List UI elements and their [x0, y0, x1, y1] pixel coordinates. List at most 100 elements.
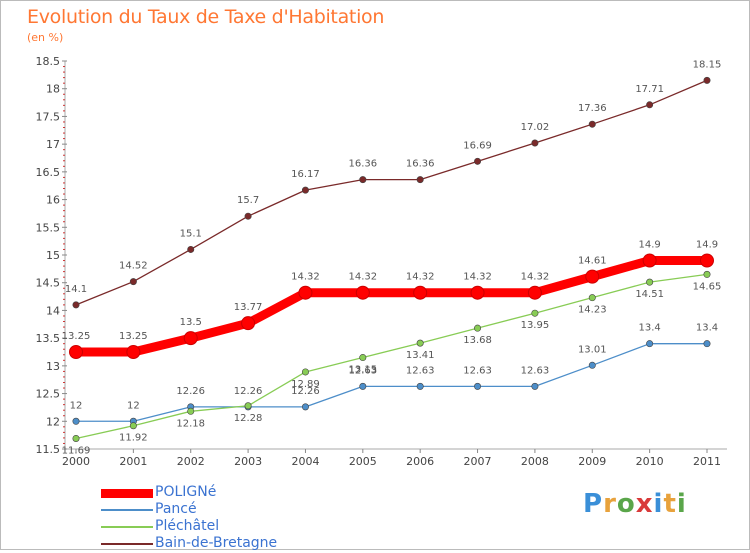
data-label: 13.4: [639, 323, 661, 334]
chart-unit-label: (en %): [27, 31, 64, 44]
data-label: 12: [127, 400, 140, 411]
data-label: 14.52: [119, 261, 148, 272]
data-label: 14.32: [291, 272, 320, 283]
x-tick-label: 2009: [578, 455, 606, 468]
data-point: [588, 120, 596, 128]
data-label: 17.36: [578, 103, 607, 114]
x-tick-label: 2008: [521, 455, 549, 468]
x-tick-label: 2011: [693, 455, 721, 468]
data-point: [642, 253, 657, 268]
data-point: [588, 361, 596, 369]
data-label: 14.23: [578, 305, 607, 316]
legend-swatch: [101, 543, 153, 545]
data-label: 18.15: [693, 59, 722, 70]
data-label: 17.71: [635, 84, 664, 95]
data-label: 14.32: [348, 272, 377, 283]
data-label: 13.77: [234, 302, 263, 313]
data-point: [703, 270, 711, 278]
data-point: [646, 278, 654, 286]
logo-letter: i: [653, 489, 664, 519]
x-tick-label: 2007: [464, 455, 492, 468]
legend-swatch: [101, 509, 153, 511]
data-point: [359, 354, 367, 362]
data-point: [72, 301, 80, 309]
x-tick-label: 2006: [406, 455, 434, 468]
data-label: 15.7: [237, 195, 259, 206]
data-point: [359, 176, 367, 184]
logo-letter: t: [663, 489, 677, 519]
data-label: 14.51: [635, 289, 664, 300]
y-tick-label: 14: [46, 304, 60, 317]
data-point: [72, 417, 80, 425]
data-label: 12.26: [291, 386, 320, 397]
data-point: [72, 434, 80, 442]
data-point: [703, 340, 711, 348]
data-point: [531, 309, 539, 317]
data-label: 14.32: [521, 272, 550, 283]
data-label: 14.1: [65, 284, 87, 295]
y-tick-label: 13.5: [36, 332, 61, 345]
data-label: 12.26: [234, 386, 263, 397]
x-tick-label: 2004: [291, 455, 319, 468]
data-label: 16.36: [348, 159, 377, 170]
data-label: 13.5: [180, 317, 202, 328]
data-label: 13.41: [406, 350, 435, 361]
data-point: [474, 324, 482, 332]
data-label: 15.1: [180, 228, 202, 239]
data-point: [527, 285, 542, 300]
legend-label: POLIGNé: [155, 484, 217, 500]
series-line-2: [75, 273, 708, 440]
data-label: 12.18: [176, 418, 205, 429]
y-tick-label: 17.5: [36, 110, 61, 123]
chart-title: Evolution du Taux de Taxe d'Habitation: [27, 6, 385, 28]
data-point: [646, 101, 654, 109]
data-label: 11.92: [119, 433, 148, 444]
data-point: [474, 157, 482, 165]
data-point: [244, 212, 252, 220]
data-label: 12.63: [348, 365, 377, 376]
data-point: [301, 403, 309, 411]
data-point: [129, 422, 137, 430]
proxiti-logo: Proxiti: [583, 489, 687, 519]
legend-swatch: [101, 488, 153, 498]
data-label: 14.32: [406, 272, 435, 283]
y-tick-label: 14.5: [36, 277, 61, 290]
legend-label: Pléchâtel: [155, 518, 220, 534]
data-label: 12: [70, 400, 83, 411]
logo-letter: r: [603, 489, 617, 519]
series-line-3: [75, 79, 708, 306]
data-label: 13.15: [348, 365, 377, 376]
logo-letter: i: [676, 489, 687, 519]
data-point: [474, 382, 482, 390]
data-point: [703, 76, 711, 84]
y-tick-label: 12: [46, 415, 60, 428]
legend-label: Pancé: [155, 501, 197, 517]
logo-letter: o: [616, 489, 636, 519]
data-label: 14.61: [578, 256, 607, 267]
x-tick-label: 2010: [636, 455, 664, 468]
data-point: [187, 245, 195, 253]
x-tick-label: 2002: [177, 455, 205, 468]
data-point: [416, 382, 424, 390]
data-label: 11.69: [62, 445, 91, 456]
data-label: 13.01: [578, 344, 607, 355]
data-point: [588, 294, 596, 302]
data-label: 13.68: [463, 335, 492, 346]
logo-letter: P: [583, 489, 604, 519]
data-point: [359, 382, 367, 390]
y-tick-label: 11.5: [36, 443, 61, 456]
y-tick-label: 18.5: [36, 55, 61, 68]
data-point: [301, 368, 309, 376]
data-point: [301, 186, 309, 194]
y-tick-label: 16: [46, 194, 60, 207]
data-label: 12.28: [234, 413, 263, 424]
data-label: 16.69: [463, 140, 492, 151]
legend-swatch: [101, 526, 153, 528]
y-tick-label: 12.5: [36, 388, 61, 401]
data-point: [700, 253, 714, 268]
legend-label: Bain-de-Bretagne: [155, 535, 278, 551]
data-point: [183, 331, 198, 346]
data-point: [241, 316, 256, 331]
data-label: 14.65: [693, 281, 722, 292]
